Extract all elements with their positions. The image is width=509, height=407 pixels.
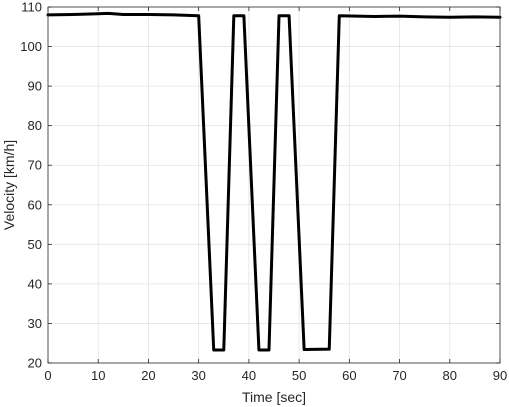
y-tick-label: 110 (21, 0, 42, 15)
x-tick-label: 20 (141, 368, 155, 383)
y-tick-label: 20 (28, 356, 42, 371)
x-tick-label: 50 (292, 368, 306, 383)
grid-lines (48, 7, 500, 363)
plot-frame (47, 6, 501, 364)
series-group (46, 11, 502, 352)
y-axis-label: Velocity [km/h] (1, 140, 17, 230)
y-tick-label: 50 (28, 237, 42, 252)
x-axis-label: Time [sec] (242, 389, 306, 405)
x-tick-label: 70 (392, 368, 406, 383)
x-tick-label: 90 (493, 368, 507, 383)
x-tick-label: 10 (91, 368, 105, 383)
x-tick-label: 60 (342, 368, 356, 383)
y-tick-label: 90 (28, 79, 42, 94)
x-tick-label: 40 (242, 368, 256, 383)
y-tick-label: 80 (28, 118, 42, 133)
y-tick-label: 30 (28, 316, 42, 331)
y-tick-label: 40 (28, 276, 42, 291)
y-tick-label: 100 (20, 39, 42, 54)
tick-group: 0 10 20 30 40 50 60 70 80 90 20 30 40 50 60 70 80 90 100 11… (20, 0, 507, 383)
y-tick-label: 70 (28, 158, 42, 173)
y-tick-label: 60 (28, 197, 42, 212)
x-tick-label: 0 (44, 368, 51, 383)
x-tick-label: 30 (191, 368, 205, 383)
x-tick-label: 80 (443, 368, 457, 383)
velocity-series-line (46, 11, 502, 352)
